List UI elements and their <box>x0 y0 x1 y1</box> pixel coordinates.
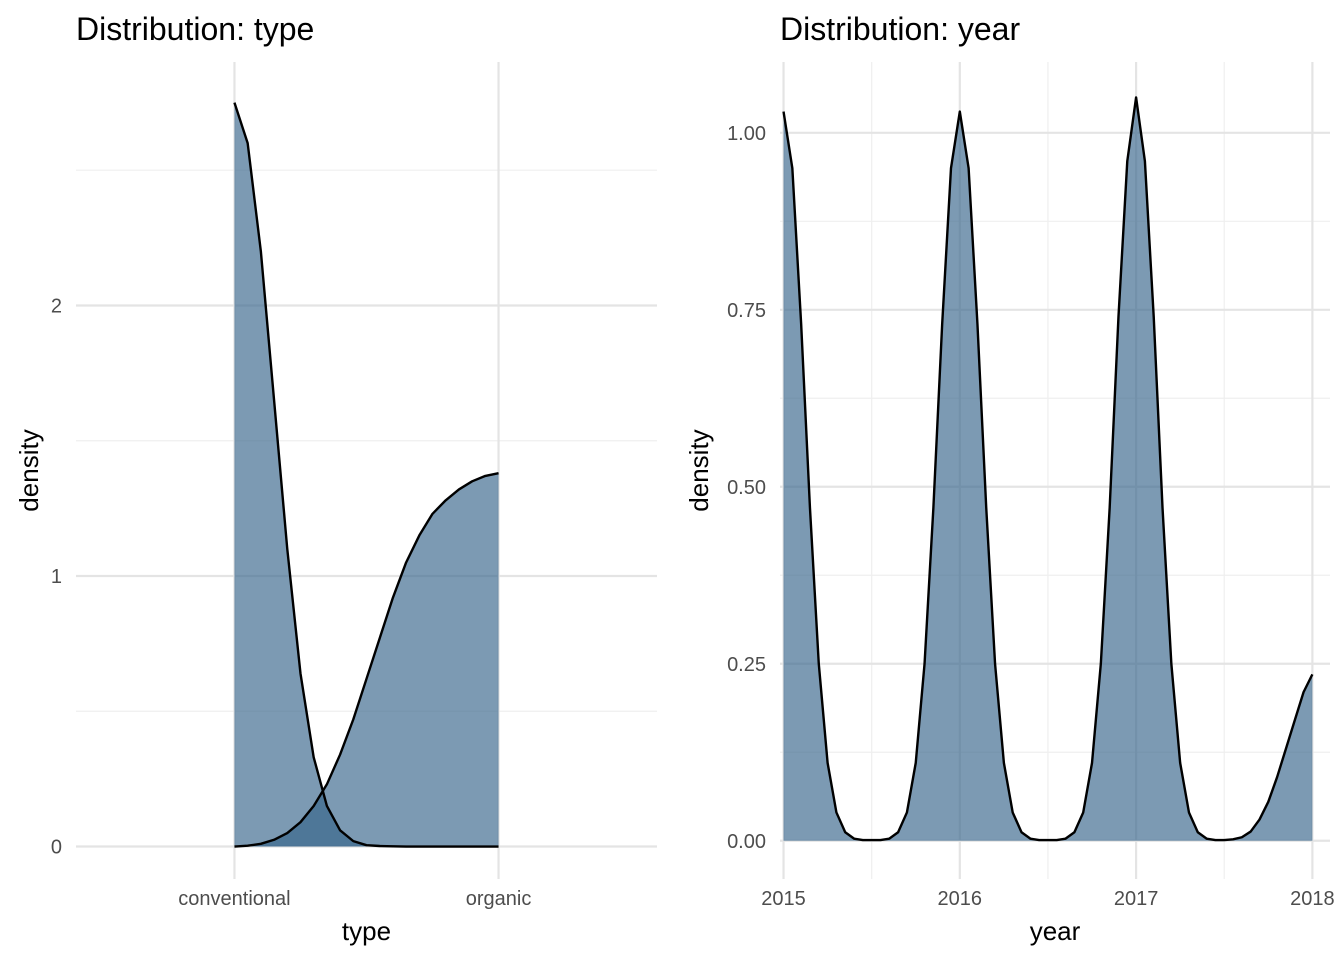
density-line-0 <box>233 102 499 848</box>
density-area-1 <box>234 473 499 847</box>
y-tick-label: 0.75 <box>727 300 766 322</box>
x-tick-label: 2018 <box>1290 888 1335 910</box>
y-tick-label: 1.00 <box>727 123 766 145</box>
y-tick-label: 0.00 <box>727 831 766 853</box>
x-axis-title: type <box>342 916 391 946</box>
y-axis-title: density <box>684 429 714 511</box>
density-area-0 <box>234 102 499 847</box>
panel-year: 0.00 0.25 0.50 0.75 1.00 2015 2016 2017 2018 year… <box>684 11 1335 946</box>
y-tick-label: 0 <box>51 837 62 859</box>
x-tick-label: 2016 <box>938 888 983 910</box>
x-tick-label: 2015 <box>761 888 806 910</box>
density-line-1 <box>234 472 499 848</box>
chart-title: Distribution: year <box>780 11 1020 47</box>
y-tick-label: 2 <box>51 295 62 317</box>
x-tick-label: 2017 <box>1114 888 1159 910</box>
y-tick-label: 0.25 <box>727 654 766 676</box>
y-tick-label: 1 <box>51 566 62 588</box>
density-line-0 <box>782 96 1314 842</box>
chart-title: Distribution: type <box>76 11 314 47</box>
y-axis-title: density <box>14 429 44 511</box>
x-axis-title: year <box>1030 916 1081 946</box>
y-tick-label: 0.50 <box>727 477 766 499</box>
panel-type: 0 1 2 conventional organic type density Distrib… <box>14 11 657 946</box>
x-tick-label: conventional <box>178 888 290 910</box>
x-tick-label: organic <box>466 888 532 910</box>
